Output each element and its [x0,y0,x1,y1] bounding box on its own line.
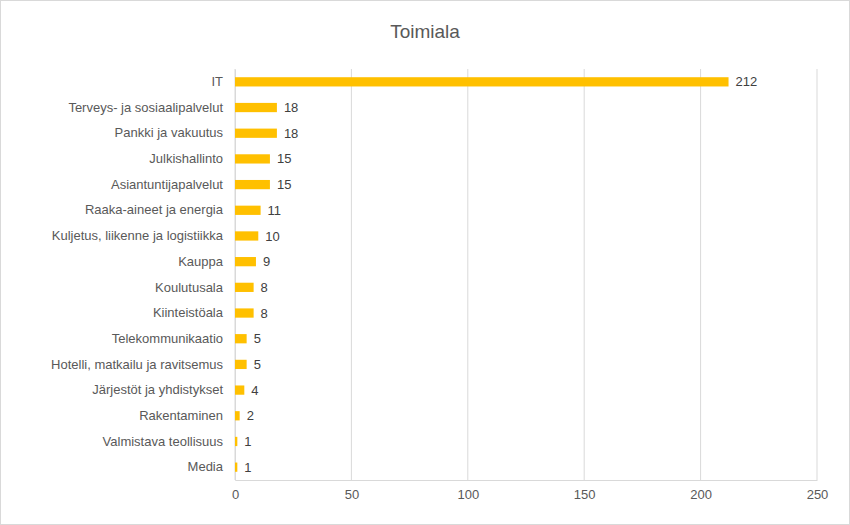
y-tick-label: Järjestöt ja yhdistykset [92,382,223,397]
y-tick-label: Julkishallinto [149,151,223,166]
bar [235,103,277,112]
x-tick-label: 0 [232,487,239,502]
y-tick: Julkishallinto [149,151,235,166]
data-label: 15 [277,177,291,192]
x-tick-label: 150 [574,487,596,502]
y-tick: Terveys- ja sosiaalipalvelut [68,100,235,115]
y-tick-label: Telekommunikaatio [112,331,223,346]
x-tick-label: 250 [807,487,829,502]
bar [235,180,270,189]
bar [235,257,256,266]
bar [235,308,254,317]
x-tick: 200 [690,480,712,502]
bar [235,77,729,86]
x-tick: 100 [457,480,479,502]
data-label: 11 [268,203,282,218]
x-tick-label: 50 [345,487,359,502]
bar [235,385,244,394]
data-label: 1 [244,434,251,449]
y-tick-label: Kuljetus, liikenne ja logistiikka [52,228,224,243]
y-tick: Kuljetus, liikenne ja logistiikka [52,228,235,243]
y-tick: Telekommunikaatio [112,331,235,346]
data-label: 2 [247,408,254,423]
y-tick: Kiinteistöala [153,305,235,320]
y-tick-label: Rakentaminen [139,408,223,423]
y-tick-label: Media [188,459,224,474]
y-tick-label: Koulutusala [155,280,224,295]
x-axis: 0 50 100 150 200 250 [232,480,828,502]
y-tick-label: IT [211,74,223,89]
data-label: 8 [261,306,268,321]
data-label: 8 [261,280,268,295]
bar [235,231,258,240]
y-tick-label: Kauppa [178,254,224,269]
y-tick: Media [188,459,235,474]
data-label: 212 [736,74,758,89]
y-tick-label: Valmistava teollisuus [103,434,224,449]
data-label: 18 [284,100,298,115]
grid-line [351,69,352,480]
x-tick: 150 [574,480,596,502]
grid [235,69,817,480]
data-label: 5 [254,331,261,346]
data-label: 9 [263,254,270,269]
bar [235,154,270,163]
data-label: 10 [265,229,279,244]
bar [235,334,247,343]
data-label: 4 [251,383,258,398]
bar [235,129,277,138]
y-axis: IT Terveys- ja sosiaalipalvelut Pankki ja … [51,70,235,481]
y-tick-label: Asiantuntijapalvelut [111,177,223,192]
y-tick: Rakentaminen [139,408,235,423]
y-tick: Kauppa [178,254,235,269]
grid-line [584,69,585,480]
y-tick: IT [211,74,235,89]
y-tick: Hotelli, matkailu ja ravitsemus [51,357,235,372]
x-tick: 0 [232,480,239,502]
x-axis-line [236,480,818,481]
bar [235,283,254,292]
y-tick-label: Pankki ja vakuutus [115,125,224,140]
x-tick: 250 [807,480,829,502]
data-label: 18 [284,126,298,141]
plot: 0 50 100 150 200 250 IT Terveys- ja sosiaalipal… [51,69,828,502]
y-tick-label: Terveys- ja sosiaalipalvelut [68,100,223,115]
y-tick: Valmistava teollisuus [103,434,235,449]
chart: Toimiala 0 50 100 150 200 250 IT Terveys- ja sos… [0,0,850,525]
bar [235,463,237,472]
x-tick-label: 200 [690,487,712,502]
data-label: 15 [277,151,291,166]
x-tick: 50 [345,480,359,502]
y-tick: Raaka-aineet ja energia [85,202,235,217]
data-label: 5 [254,357,261,372]
data-labels: 212181815151110988554211 [244,74,757,474]
bar [235,411,240,420]
grid-line [467,69,468,480]
y-tick: Asiantuntijapalvelut [111,177,235,192]
y-tick: Pankki ja vakuutus [115,125,235,140]
y-tick: Järjestöt ja yhdistykset [92,382,235,397]
grid-line [817,69,818,480]
y-tick-label: Kiinteistöala [153,305,224,320]
bar [235,360,247,369]
x-tick-label: 100 [457,487,479,502]
grid-line [700,69,701,480]
bar [235,437,237,446]
chart-title: Toimiala [390,21,460,42]
y-tick-label: Hotelli, matkailu ja ravitsemus [51,357,223,372]
y-tick-label: Raaka-aineet ja energia [85,202,224,217]
chart-frame [1,1,850,525]
bars [235,77,729,472]
bar [235,206,261,215]
y-tick: Koulutusala [155,280,235,295]
data-label: 1 [244,460,251,475]
